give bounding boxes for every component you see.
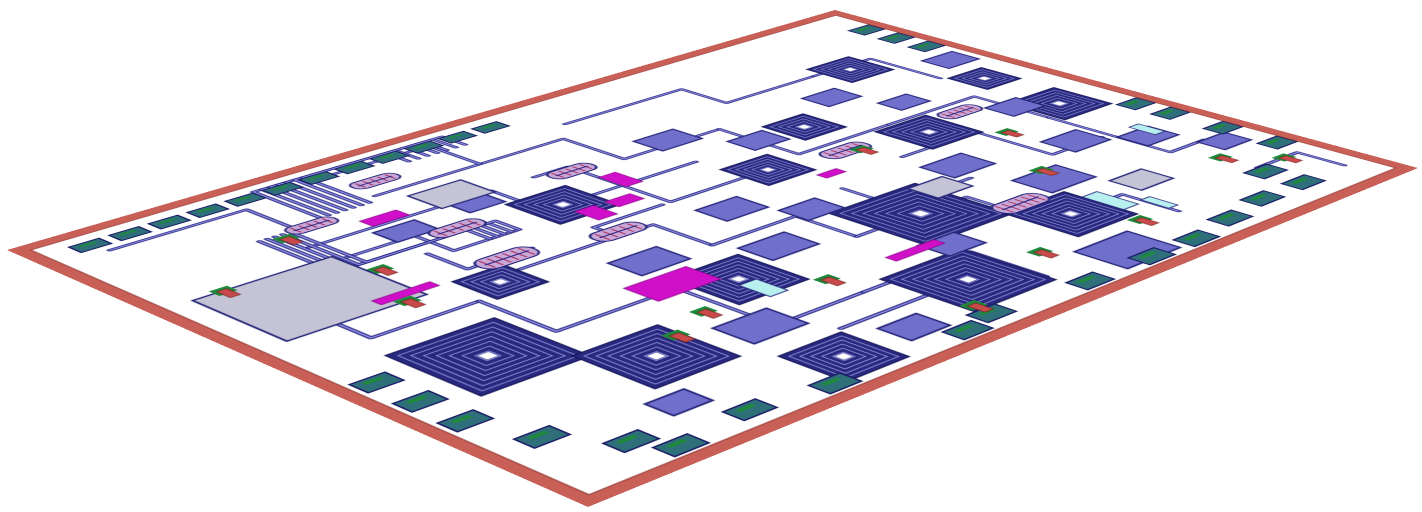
chip-layout bbox=[7, 10, 1419, 507]
inductor-11 bbox=[452, 265, 549, 300]
inductor-7 bbox=[668, 254, 809, 305]
inductor-body bbox=[720, 154, 816, 185]
inductor-body bbox=[880, 249, 1056, 312]
resistor-7 bbox=[885, 240, 945, 262]
inductor-14 bbox=[720, 154, 816, 185]
resistor-5 bbox=[574, 205, 617, 220]
via-barrel bbox=[374, 267, 398, 276]
capacitor-2 bbox=[738, 232, 819, 260]
capacitor-21 bbox=[918, 232, 986, 256]
via-barrel bbox=[280, 236, 303, 244]
via-hole-3 bbox=[272, 233, 306, 246]
inductor-6 bbox=[1004, 192, 1138, 237]
inductor-body bbox=[668, 254, 809, 305]
transistor-body bbox=[469, 245, 545, 271]
pad-metal bbox=[69, 238, 112, 252]
inductor-body bbox=[452, 265, 549, 300]
capacitor-5 bbox=[1074, 231, 1180, 269]
substrate bbox=[7, 10, 1419, 507]
chip-board bbox=[7, 10, 1419, 507]
inductor-2 bbox=[572, 325, 741, 389]
inductor-body bbox=[1004, 192, 1138, 237]
via-barrel bbox=[1034, 250, 1059, 259]
inductor-4 bbox=[880, 249, 1056, 312]
inductor-body bbox=[572, 325, 741, 389]
bond-pad-top-0 bbox=[69, 238, 112, 252]
transistor-1 bbox=[469, 245, 545, 271]
inductor-1 bbox=[385, 318, 591, 396]
inductor-body bbox=[385, 318, 591, 396]
